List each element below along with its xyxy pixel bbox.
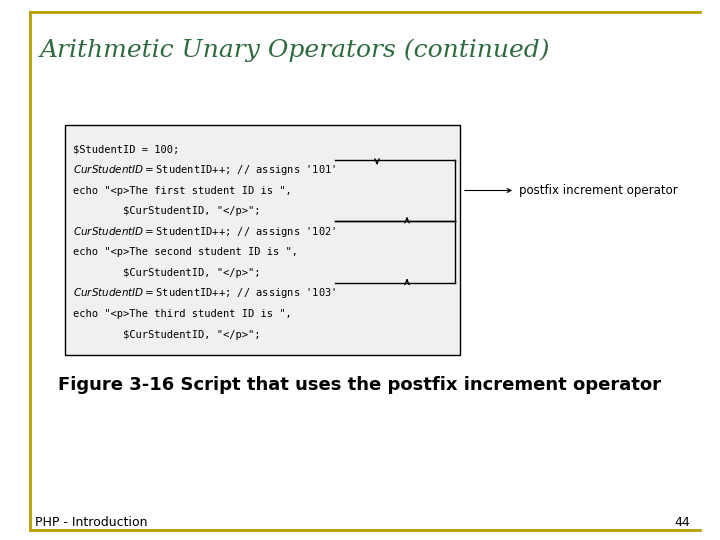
Text: echo "<p>The third student ID is ",: echo "<p>The third student ID is ", (73, 309, 292, 319)
Text: Arithmetic Unary Operators (continued): Arithmetic Unary Operators (continued) (40, 38, 551, 62)
Text: $CurStudentID = $StudentID++; // assigns '103': $CurStudentID = $StudentID++; // assigns… (73, 287, 336, 300)
Text: echo "<p>The first student ID is ",: echo "<p>The first student ID is ", (73, 186, 292, 195)
Text: $CurStudentID, "</p>";: $CurStudentID, "</p>"; (73, 268, 261, 278)
Text: $CurStudentID = $StudentID++; // assigns '101': $CurStudentID = $StudentID++; // assigns… (73, 163, 336, 177)
Text: postfix increment operator: postfix increment operator (519, 184, 678, 197)
Text: $CurStudentID = $StudentID++; // assigns '102': $CurStudentID = $StudentID++; // assigns… (73, 225, 336, 239)
Text: PHP - Introduction: PHP - Introduction (35, 516, 148, 529)
Text: 44: 44 (674, 516, 690, 529)
Text: echo "<p>The second student ID is ",: echo "<p>The second student ID is ", (73, 247, 298, 257)
Text: $StudentID = 100;: $StudentID = 100; (73, 144, 179, 154)
Bar (65, 125, 460, 355)
Text: Figure 3-16 Script that uses the postfix increment operator: Figure 3-16 Script that uses the postfix… (58, 376, 662, 394)
Text: $CurStudentID, "</p>";: $CurStudentID, "</p>"; (73, 206, 261, 216)
Text: $CurStudentID, "</p>";: $CurStudentID, "</p>"; (73, 330, 261, 340)
